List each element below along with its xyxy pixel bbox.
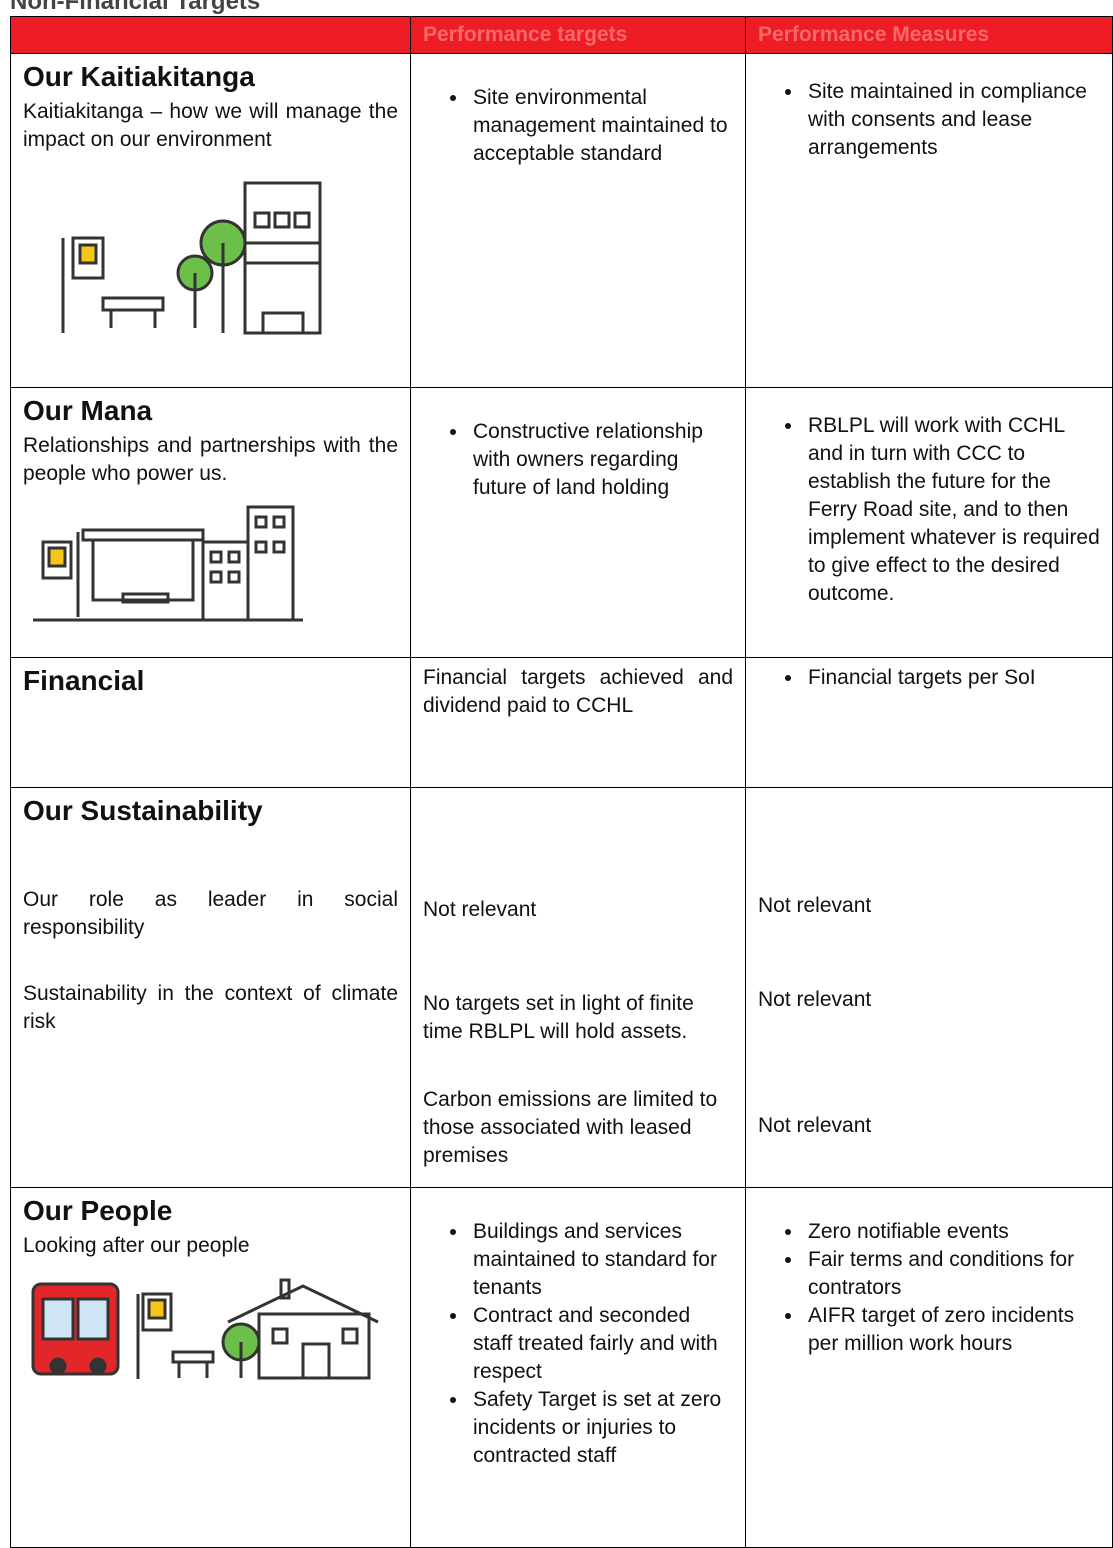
cell-text: No targets set in light of finite time R…	[423, 992, 694, 1043]
cell: Our Sustainability Our role as leader in…	[10, 787, 411, 1188]
cell: Site environmental management maintained…	[410, 53, 746, 388]
illustration	[31, 1278, 379, 1380]
cell-text: Financial targets achieved and dividend …	[423, 666, 733, 717]
bullet: Site environmental management maintained…	[469, 84, 733, 168]
cell-text: Carbon emissions are limited to those as…	[423, 1088, 718, 1167]
cell: Not relevant Not relevant Not relevant	[745, 787, 1113, 1188]
cell: Constructive relationship with owners re…	[410, 387, 746, 658]
bullet: Safety Target is set at zero incidents o…	[469, 1386, 733, 1470]
targets-table: Performance targets Performance Measures…	[10, 16, 1113, 1548]
row: Our People Looking after our people Buil…	[10, 1187, 1113, 1548]
illustration	[61, 181, 322, 335]
bullet: Zero notifiable events	[804, 1218, 1100, 1246]
bullet: AIFR target of zero incidents per millio…	[804, 1302, 1100, 1358]
row: Our Mana Relationships and partnerships …	[10, 387, 1113, 658]
cell: Site maintained in compliance with conse…	[745, 53, 1113, 388]
row-heading: Our Kaitiakitanga	[23, 61, 255, 92]
row: Our Kaitiakitanga Kaitiakitanga – how we…	[10, 53, 1113, 388]
row: Financial Financial targets achieved and…	[10, 657, 1113, 788]
cell: Our People Looking after our people	[10, 1187, 411, 1548]
bullet: Financial targets per SoI	[804, 664, 1100, 692]
cell-text: Not relevant	[758, 988, 872, 1011]
row-heading: Financial	[23, 665, 145, 696]
bullet: Buildings and services maintained to sta…	[469, 1218, 733, 1302]
row: Our Sustainability Our role as leader in…	[10, 787, 1113, 1188]
bullet: Contract and seconded staff treated fair…	[469, 1302, 733, 1386]
cell: Financial	[10, 657, 411, 788]
description: Looking after our people	[23, 1234, 250, 1257]
description: Our role as leader in social responsibil…	[23, 888, 398, 939]
illustration	[33, 505, 303, 622]
bullet: Constructive relationship with owners re…	[469, 418, 733, 502]
page-title: Non-Financial Targets	[10, 0, 261, 15]
header-cell: Performance targets	[410, 16, 746, 54]
row-heading: Our Sustainability	[23, 795, 263, 826]
header-row: Performance targets Performance Measures	[10, 16, 1113, 54]
description: Kaitiakitanga – how we will manage the i…	[23, 100, 398, 151]
description: Relationships and partnerships with the …	[23, 434, 398, 485]
row-heading: Our Mana	[23, 395, 153, 426]
bullet: Fair terms and conditions for contrators	[804, 1246, 1100, 1302]
cell: RBLPL will work with CCHL and in turn wi…	[745, 387, 1113, 658]
cell-text: Not relevant	[758, 894, 872, 917]
cell-text: Not relevant	[423, 898, 537, 921]
header-cell	[10, 16, 411, 54]
cell: Not relevant No targets set in light of …	[410, 787, 746, 1188]
bullet: Site maintained in compliance with conse…	[804, 78, 1100, 162]
row-heading: Our People	[23, 1195, 173, 1226]
description: Sustainability in the context of climate…	[23, 982, 398, 1033]
cell: Financial targets achieved and dividend …	[410, 657, 746, 788]
cell: Financial targets per SoI	[745, 657, 1113, 788]
cell: Zero notifiable events Fair terms and co…	[745, 1187, 1113, 1548]
header-cell: Performance Measures	[745, 16, 1113, 54]
cell: Our Mana Relationships and partnerships …	[10, 387, 411, 658]
cell: Buildings and services maintained to sta…	[410, 1187, 746, 1548]
bullet: RBLPL will work with CCHL and in turn wi…	[804, 412, 1100, 608]
cell-text: Not relevant	[758, 1114, 872, 1137]
cell: Our Kaitiakitanga Kaitiakitanga – how we…	[10, 53, 411, 388]
